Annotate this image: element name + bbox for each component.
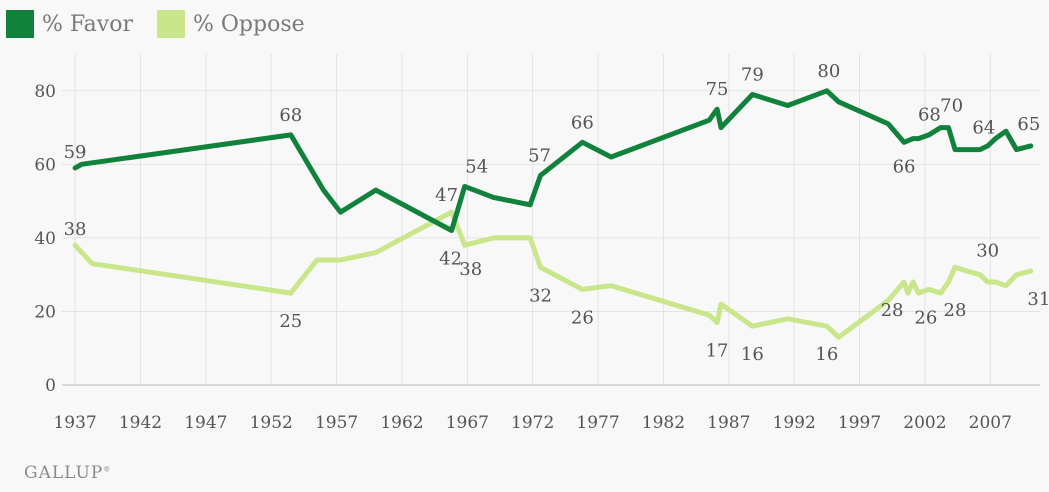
data-label: 80	[817, 61, 840, 82]
data-label: 42	[439, 249, 462, 270]
legend-swatch-favor	[6, 10, 34, 38]
data-label: 47	[435, 185, 458, 206]
series-line-oppose	[72, 209, 1034, 340]
x-tick-label: 1997	[838, 413, 881, 433]
data-label: 38	[459, 259, 482, 280]
data-label: 54	[465, 156, 488, 177]
data-label: 75	[706, 79, 729, 100]
x-tick-label: 1947	[184, 413, 227, 433]
x-tick-label: 1937	[53, 413, 96, 433]
y-tick-label: 20	[34, 302, 56, 322]
x-tick-label: 1942	[119, 413, 162, 433]
data-label: 32	[529, 285, 552, 306]
data-label: 26	[571, 307, 594, 328]
brand-text: GALLUP	[24, 463, 104, 483]
data-label: 57	[528, 145, 551, 166]
data-label: 31	[1027, 289, 1049, 310]
y-tick-label: 80	[34, 82, 56, 102]
gallup-logo: GALLUP®	[24, 463, 111, 483]
x-tick-label: 1977	[576, 413, 619, 433]
data-label: 30	[976, 241, 999, 262]
y-tick-label: 40	[34, 229, 56, 249]
x-tick-label: 1957	[315, 413, 358, 433]
x-tick-label: 1992	[773, 413, 816, 433]
legend-label-oppose: % Oppose	[192, 11, 305, 37]
chart-legend: % Favor % Oppose	[6, 10, 329, 38]
data-label: 66	[893, 156, 916, 177]
data-label: 66	[571, 112, 594, 133]
legend-label-favor: % Favor	[42, 11, 133, 37]
data-label: 59	[64, 142, 87, 163]
data-label: 17	[706, 340, 729, 361]
x-tick-label: 1982	[642, 413, 685, 433]
y-tick-label: 60	[34, 155, 56, 175]
data-label: 65	[1017, 114, 1040, 135]
legend-item-favor: % Favor	[6, 10, 133, 38]
data-label: 25	[279, 311, 302, 332]
y-tick-label: 0	[45, 376, 56, 396]
data-label: 70	[940, 96, 963, 117]
data-label: 79	[741, 64, 764, 85]
x-tick-label: 2002	[903, 413, 946, 433]
data-label: 28	[881, 300, 904, 321]
data-label: 16	[741, 344, 764, 365]
data-label: 38	[64, 219, 87, 240]
data-label: 16	[815, 344, 838, 365]
x-tick-label: 1967	[446, 413, 489, 433]
legend-swatch-oppose	[156, 10, 185, 38]
data-label: 64	[972, 118, 995, 139]
x-tick-label: 1972	[511, 413, 554, 433]
series-line-favor	[72, 88, 1034, 233]
data-label: 68	[918, 105, 941, 126]
legend-item-oppose: % Oppose	[156, 10, 305, 38]
data-label: 26	[914, 307, 937, 328]
data-label: 68	[279, 105, 302, 126]
data-label: 28	[944, 300, 967, 321]
line-chart: 0 20 40 60 80 1937 1942 1947 1952 1957 1962 1967 197…	[34, 54, 1049, 433]
x-tick-label: 1952	[250, 413, 293, 433]
x-tick-label: 1987	[707, 413, 750, 433]
x-tick-label: 1962	[380, 413, 423, 433]
x-tick-label: 2007	[969, 413, 1012, 433]
registered-mark: ®	[103, 465, 112, 474]
